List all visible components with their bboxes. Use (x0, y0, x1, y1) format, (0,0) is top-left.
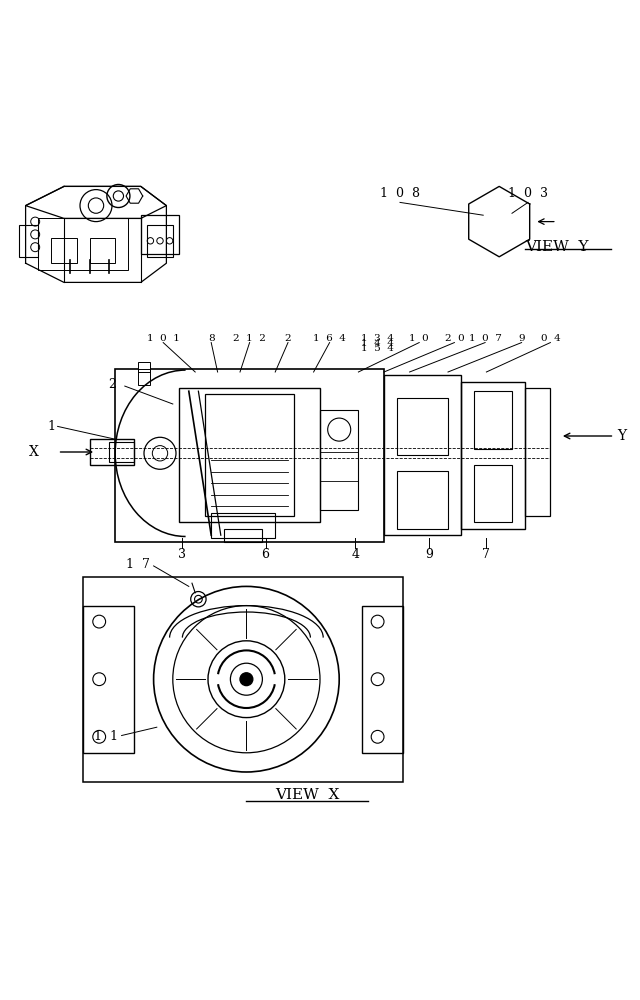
Text: 1  4  4: 1 4 4 (361, 339, 394, 348)
Bar (90, 439, 134, 465)
Text: 1  3  4: 1 3 4 (361, 334, 394, 343)
Bar (38, 218, 128, 270)
Bar (138, 369, 150, 385)
Bar (461, 382, 525, 529)
Bar (147, 225, 173, 257)
Bar (224, 529, 262, 542)
Text: 1  7: 1 7 (125, 557, 150, 570)
Text: Y: Y (618, 429, 627, 443)
Bar (211, 513, 275, 538)
Bar (474, 391, 512, 449)
Bar (320, 410, 358, 510)
Bar (51, 238, 77, 263)
Bar (90, 238, 115, 263)
Text: 1  1: 1 1 (93, 730, 118, 743)
Text: 2: 2 (108, 378, 116, 391)
Text: 1  0  3: 1 0 3 (508, 187, 548, 200)
Bar (19, 225, 38, 257)
Polygon shape (468, 186, 530, 257)
Bar (474, 465, 512, 522)
Bar (362, 606, 403, 753)
Text: 0  4: 0 4 (541, 334, 560, 343)
Text: 1  5  4: 1 5 4 (361, 344, 394, 353)
Bar (83, 577, 403, 782)
Text: X: X (29, 445, 38, 459)
Text: 2  0: 2 0 (445, 334, 464, 343)
Bar (205, 394, 294, 516)
Bar (138, 362, 150, 372)
Text: 1  0  8: 1 0 8 (380, 187, 420, 200)
Bar (141, 215, 179, 254)
Text: 3: 3 (179, 548, 186, 561)
Text: 7: 7 (483, 548, 490, 561)
Text: VIEW  X: VIEW X (275, 788, 339, 802)
Text: 1  0  1: 1 0 1 (147, 334, 180, 343)
Bar (397, 471, 448, 529)
Text: 9: 9 (425, 548, 433, 561)
Bar (83, 606, 134, 753)
Text: 9: 9 (518, 334, 525, 343)
Text: VIEW  Y: VIEW Y (525, 240, 588, 254)
Text: 1  0: 1 0 (410, 334, 429, 343)
Text: 6: 6 (262, 548, 269, 561)
Bar (384, 375, 461, 535)
Circle shape (476, 214, 491, 229)
Bar (115, 369, 384, 542)
Bar (109, 442, 134, 462)
Circle shape (240, 673, 253, 686)
Bar (525, 388, 550, 516)
Text: 4: 4 (351, 548, 359, 561)
Text: 1  0  7: 1 0 7 (468, 334, 502, 343)
Text: 1: 1 (47, 420, 55, 433)
Bar (397, 398, 448, 455)
Text: 2: 2 (285, 334, 291, 343)
Text: 1  6  4: 1 6 4 (313, 334, 346, 343)
Text: 8: 8 (208, 334, 214, 343)
Bar (179, 388, 320, 522)
Text: 2  1  2: 2 1 2 (233, 334, 266, 343)
